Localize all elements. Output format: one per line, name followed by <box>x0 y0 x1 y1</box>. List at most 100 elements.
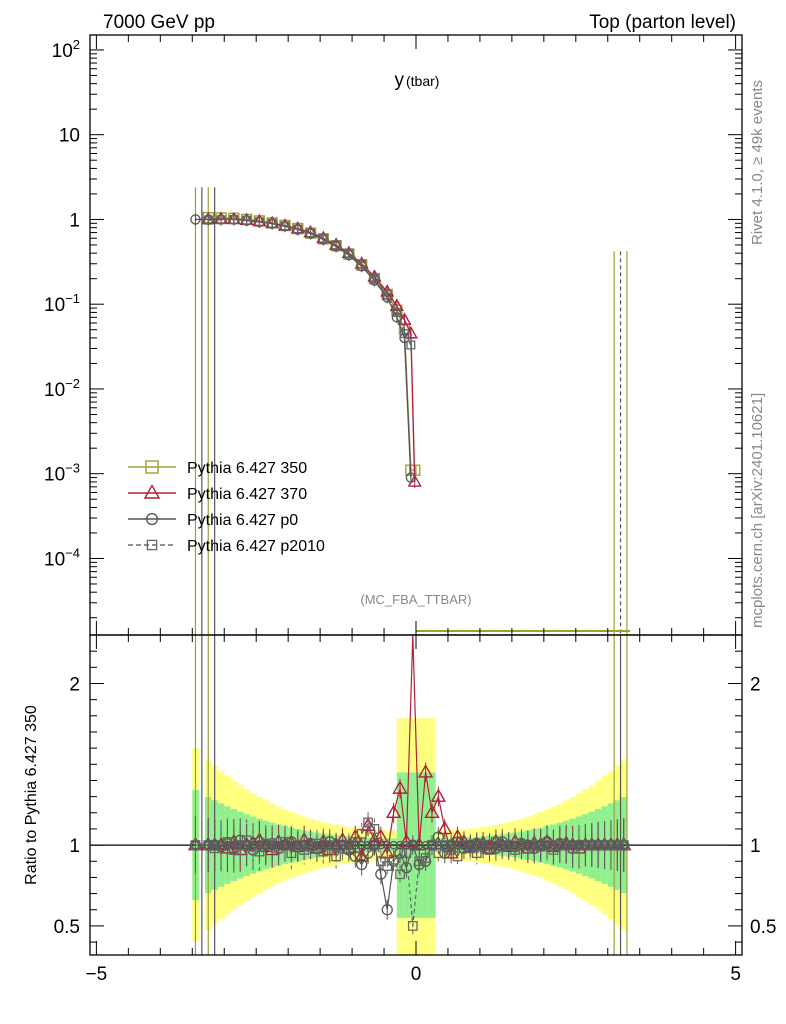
x-tick-label: −5 <box>86 964 108 985</box>
data-point-circle <box>498 840 507 850</box>
legend-label: Pythia 6.427 p2010 <box>187 538 325 555</box>
data-point-circle <box>190 214 201 225</box>
data-point-circle <box>568 840 577 850</box>
data-point-circle <box>587 840 597 850</box>
y-tick-label-base: 1 <box>69 210 80 231</box>
data-point-circle <box>216 840 226 850</box>
ratio-y-tick-label-left: 2 <box>69 674 80 695</box>
data-point-circle <box>325 840 334 850</box>
y-tick-label-exponent: −2 <box>65 376 80 391</box>
data-point-square <box>399 329 409 339</box>
y-tick-label: 10−4 <box>44 545 80 570</box>
data-point-circle <box>191 840 200 850</box>
data-point-circle <box>331 840 341 850</box>
data-point-square <box>242 215 252 225</box>
data-point-circle <box>485 840 494 850</box>
mcplots-label: mcplots.cern.ch [arXiv:2401.10621] <box>749 393 766 628</box>
data-point-circle <box>414 840 424 850</box>
data-point-circle <box>280 840 290 850</box>
data-point-circle <box>440 840 450 850</box>
legend-label: Pythia 6.427 p0 <box>187 512 298 529</box>
main-data-layer <box>190 187 631 635</box>
y-tick-label: 10−2 <box>44 376 80 401</box>
series-line <box>208 218 412 346</box>
data-point-circle <box>350 840 360 850</box>
data-point-square <box>452 851 463 862</box>
data-point-circle <box>145 512 159 526</box>
data-point-circle <box>287 840 296 850</box>
data-point-circle <box>510 840 520 850</box>
data-point-square <box>395 869 405 880</box>
data-point-circle <box>299 840 309 850</box>
data-point-square <box>388 854 399 865</box>
data-point-circle <box>312 840 322 850</box>
data-point-circle <box>466 840 475 850</box>
rivet-label: Rivet 4.1.0, ≥ 49k events <box>749 80 766 245</box>
data-point-circle <box>504 840 513 850</box>
data-point-circle <box>229 840 239 850</box>
data-point-circle <box>421 840 430 850</box>
data-point-square <box>318 846 329 857</box>
data-point-circle <box>357 840 366 850</box>
plot-title: y <box>395 70 405 91</box>
data-point-triangle <box>407 474 422 487</box>
y-tick-label-exponent: 2 <box>73 37 80 52</box>
data-point-circle <box>344 840 354 850</box>
data-point-circle <box>549 840 558 850</box>
data-point-circle <box>376 840 386 850</box>
data-point-circle <box>517 840 526 850</box>
ratio-y-tick-label-left: 0.5 <box>54 917 80 938</box>
ratio-plot: 0.5 0.5 1 1 2 2 Ratio to Pythia 6.427 350 <box>23 621 777 956</box>
data-point-circle <box>382 840 392 850</box>
ratio-y-tick-label-right: 0.5 <box>750 917 776 938</box>
y-tick-label-base: 10 <box>44 295 65 316</box>
data-point-square <box>254 846 265 857</box>
data-point-square <box>369 824 380 834</box>
data-point-circle <box>274 840 283 850</box>
data-point-circle <box>536 840 545 850</box>
data-point-triangle <box>392 780 408 794</box>
data-point-square <box>145 460 159 474</box>
legend-label: Pythia 6.427 370 <box>187 486 307 503</box>
data-point-circle <box>606 840 616 850</box>
data-point-square <box>260 838 271 849</box>
data-point-circle <box>434 840 443 850</box>
data-point-circle <box>319 840 328 850</box>
data-point-circle <box>395 840 405 850</box>
data-point-triangle <box>385 804 402 819</box>
y-tick-label-exponent: −3 <box>65 461 80 476</box>
data-point-circle <box>581 840 590 850</box>
series-line <box>195 218 412 478</box>
data-point-square <box>369 274 379 284</box>
data-point-circle <box>593 840 603 850</box>
data-point-square <box>497 841 508 852</box>
y-tick-label-base: 10 <box>52 41 73 62</box>
x-tick-label: 5 <box>730 964 741 985</box>
data-point-circle <box>261 840 271 850</box>
data-point-square <box>382 861 393 871</box>
y-tick-label-base: 10 <box>44 549 65 570</box>
data-point-square <box>305 841 316 852</box>
data-point-circle <box>235 840 245 850</box>
data-point-circle <box>600 840 609 850</box>
data-point-square <box>535 841 546 852</box>
header-right: Top (parton level) <box>589 12 736 33</box>
data-point-circle <box>523 840 533 850</box>
data-point-circle <box>408 840 418 850</box>
data-point-circle <box>306 840 315 850</box>
data-point-circle <box>210 840 219 850</box>
data-point-circle <box>293 840 303 850</box>
data-point-triangle <box>430 788 447 802</box>
data-point-circle <box>242 840 251 850</box>
data-point-square <box>306 228 316 238</box>
ratio-y-tick-label-left: 1 <box>69 836 80 857</box>
ratio-y-tick-labels: 0.5 0.5 1 1 2 2 <box>54 674 777 937</box>
data-point-circle <box>613 840 622 850</box>
header-left: 7000 GeV pp <box>103 12 215 33</box>
data-point-triangle <box>424 804 440 819</box>
data-point-circle <box>267 840 277 850</box>
data-point-circle <box>529 840 539 850</box>
data-point-circle <box>453 840 462 850</box>
series-line <box>208 218 416 482</box>
data-point-circle <box>402 840 411 850</box>
